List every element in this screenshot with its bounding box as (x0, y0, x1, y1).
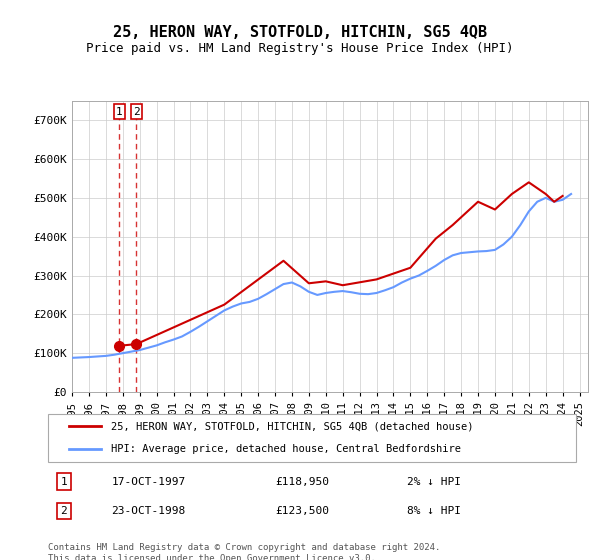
Text: 25, HERON WAY, STOTFOLD, HITCHIN, SG5 4QB (detached house): 25, HERON WAY, STOTFOLD, HITCHIN, SG5 4Q… (112, 421, 474, 431)
Text: Contains HM Land Registry data © Crown copyright and database right 2024.
This d: Contains HM Land Registry data © Crown c… (48, 543, 440, 560)
Text: Price paid vs. HM Land Registry's House Price Index (HPI): Price paid vs. HM Land Registry's House … (86, 42, 514, 55)
Text: 2% ↓ HPI: 2% ↓ HPI (407, 477, 461, 487)
Text: 2: 2 (61, 506, 67, 516)
Text: £123,500: £123,500 (275, 506, 329, 516)
Text: £118,950: £118,950 (275, 477, 329, 487)
Text: 1: 1 (116, 106, 122, 116)
Text: HPI: Average price, detached house, Central Bedfordshire: HPI: Average price, detached house, Cent… (112, 444, 461, 454)
Text: 25, HERON WAY, STOTFOLD, HITCHIN, SG5 4QB: 25, HERON WAY, STOTFOLD, HITCHIN, SG5 4Q… (113, 25, 487, 40)
Text: 1: 1 (61, 477, 67, 487)
FancyBboxPatch shape (48, 414, 576, 462)
Text: 17-OCT-1997: 17-OCT-1997 (112, 477, 185, 487)
Text: 23-OCT-1998: 23-OCT-1998 (112, 506, 185, 516)
Text: 2: 2 (133, 106, 140, 116)
Text: 8% ↓ HPI: 8% ↓ HPI (407, 506, 461, 516)
